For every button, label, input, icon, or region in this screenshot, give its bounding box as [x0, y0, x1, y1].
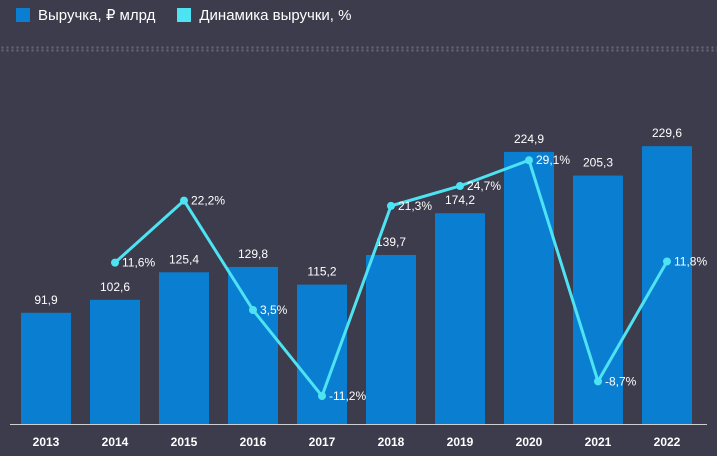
bar-value-label-2013: 91,9 — [34, 293, 58, 307]
x-tick-label-2017: 2017 — [309, 435, 336, 449]
bar-value-label-2016: 129,8 — [238, 247, 268, 261]
bar-2017 — [297, 284, 347, 424]
dynamics-point-2016 — [249, 306, 257, 315]
bar-value-label-2017: 115,2 — [307, 265, 336, 279]
chart-legend: Выручка, ₽ млрд Динамика выручки, % — [16, 6, 351, 24]
dynamics-label-2014: 11,6% — [122, 256, 155, 270]
dynamics-label-2017: -11,2% — [329, 389, 366, 403]
dynamics-point-2015 — [180, 196, 188, 205]
bar-value-label-2022: 229,6 — [652, 126, 682, 140]
bar-value-label-2015: 125,4 — [169, 252, 199, 266]
bar-2016 — [228, 266, 278, 424]
legend-label-revenue: Выручка, ₽ млрд — [38, 7, 156, 24]
legend-label-dynamics: Динамика выручки, % — [199, 6, 352, 24]
legend-item-revenue: Выручка, ₽ млрд — [16, 6, 155, 24]
legend-swatch-revenue — [16, 8, 30, 22]
x-tick-label-2022: 2022 — [654, 435, 681, 449]
bar-2022 — [642, 146, 692, 424]
dynamics-point-2022 — [663, 257, 671, 266]
bar-2015 — [159, 272, 209, 424]
dynamics-point-2017 — [318, 392, 326, 400]
legend-item-dynamics: Динамика выручки, % — [177, 7, 351, 24]
bar-value-label-2018: 139,7 — [376, 235, 406, 249]
x-tick-label-2019: 2019 — [447, 435, 474, 449]
dynamics-label-2018: 21,3% — [398, 199, 432, 213]
dynamics-point-2019 — [456, 181, 464, 190]
x-tick-label-2015: 2015 — [171, 435, 198, 449]
dynamics-label-2015: 22,2% — [191, 194, 225, 208]
dynamics-point-2018 — [387, 201, 395, 210]
dynamics-label-2022: 11,8% — [674, 254, 707, 268]
x-tick-label-2021: 2021 — [585, 435, 612, 449]
x-tick-label-2013: 2013 — [33, 435, 60, 449]
dotted-divider — [0, 46, 717, 52]
legend-swatch-dynamics — [177, 8, 192, 22]
x-tick-label-2016: 2016 — [240, 435, 267, 449]
dynamics-point-2014 — [111, 258, 119, 267]
bar-value-label-2020: 224,9 — [514, 132, 544, 146]
bar-2020 — [504, 151, 554, 424]
dynamics-point-2021 — [594, 377, 602, 386]
dynamics-label-2019: 24,7% — [467, 179, 501, 193]
dynamics-point-2020 — [525, 156, 533, 165]
bar-value-label-2014: 102,6 — [100, 280, 130, 294]
bar-value-label-2021: 205,3 — [583, 156, 613, 170]
dynamics-label-2016: 3,5% — [260, 303, 288, 317]
bar-2018 — [366, 254, 416, 424]
bar-value-label-2019: 174,2 — [445, 193, 475, 207]
dynamics-label-2020: 29,1% — [536, 153, 570, 167]
x-tick-label-2014: 2014 — [102, 435, 129, 449]
x-tick-label-2020: 2020 — [516, 435, 543, 449]
bar-2014 — [90, 299, 140, 424]
bar-2013 — [21, 312, 71, 424]
bar-2019 — [435, 213, 485, 424]
x-tick-label-2018: 2018 — [378, 435, 405, 449]
dynamics-label-2021: -8,7% — [605, 374, 637, 388]
